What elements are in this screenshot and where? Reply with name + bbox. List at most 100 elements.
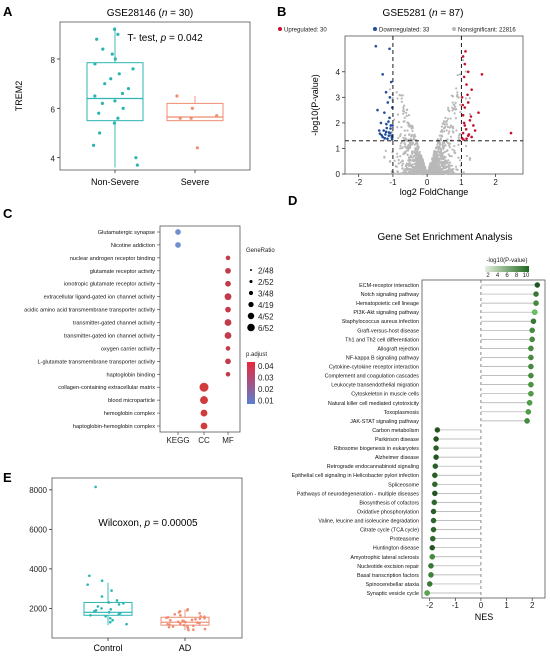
enrichment-dot [225,346,231,351]
generatio-legend-label: 4/19 [258,301,274,310]
data-point [131,67,135,71]
lollipop-dot [430,535,436,542]
lollipop-dot [432,490,438,497]
lollipop-dot [432,472,438,478]
nonsig-point [407,167,410,170]
nonsig-point [454,172,458,175]
nonsig-point [396,152,399,155]
nonsig-point [435,157,439,160]
data-point [179,613,182,617]
nonsig-point [464,144,468,148]
panel-label-b: B [277,4,286,19]
enrichment-dot [199,382,209,392]
nonsig-point [456,93,459,96]
panel-d-legend-tick: 8 [515,273,519,279]
nonsig-point [396,97,399,100]
nonsig-point [411,156,414,159]
nonsig-point [401,94,404,97]
panel-b-legend: Upregulated: 30 Downregulated: 33 Nonsigni… [278,27,516,34]
nonsig-point [388,88,391,91]
nonsig-point [419,171,422,174]
pathway-label: Synaptic vesicle cycle [367,591,419,597]
box-body [83,601,133,616]
down-point [390,138,394,141]
generatio-legend-title: GeneRatio [246,248,275,254]
generatio-legend-dot [247,312,255,320]
pathway-label: Carbon metabolism [372,428,419,434]
go-term-label: acidic amino acid transmembrane transpor… [24,308,155,314]
data-point [111,618,114,622]
nonsig-point [407,159,410,162]
nonsig-point [399,134,402,138]
nonsig-point [399,133,402,136]
go-term-label: haptoglobin binding [106,372,155,378]
panel-d-colorbar [485,266,529,272]
go-term-label: transmitter-gated channel activity [73,321,155,327]
enrichment-dot [225,280,231,287]
nonsig-point [431,157,434,160]
up-point [461,55,465,58]
pathway-label: Nucleotide excision repair [357,564,419,570]
enrichment-dot [225,267,231,274]
nonsig-point [440,135,443,138]
panel-label-e: E [3,470,12,485]
pathway-label: NF-kappa B signaling pathway [346,355,419,361]
nonsig-point [399,161,402,164]
lollipop-dot [528,345,534,352]
nonsig-point [404,164,407,168]
down-point [384,133,387,136]
nonsig-point [404,138,407,141]
panel-d-xlabel: NES [475,612,494,622]
lollipop-dot [524,418,530,424]
nonsig-point [459,159,462,162]
nonsig-point [439,138,442,142]
down-point [391,124,394,127]
data-point [107,601,111,604]
down-point [390,134,393,137]
lollipop-dot [528,363,534,370]
data-point [190,106,194,110]
go-term-label: haptoglobin-hemoglobin complex [73,424,155,430]
nonsig-point [421,163,424,166]
legend-swatch [278,27,282,31]
panel-b-ytick-label: 4 [336,68,341,77]
nonsig-point [434,172,437,175]
data-point [186,626,190,630]
nonsig-point [447,132,450,135]
nonsig-point [400,146,404,150]
data-point [89,613,92,617]
nonsig-point [403,145,406,148]
data-point [199,614,202,618]
down-point [385,122,388,126]
nonsig-point [440,128,443,132]
data-point [135,163,139,167]
down-point [388,96,392,99]
up-point [461,131,465,135]
nonsig-point [402,112,405,115]
nonsig-point [393,172,396,175]
nonsig-point [449,124,453,127]
generatio-legend-label: 3/48 [258,290,274,299]
nonsig-point [400,97,403,100]
data-point [112,27,117,31]
nonsig-point [391,96,394,100]
data-point [117,603,121,606]
nonsig-point [404,143,407,146]
panel-a-ytick-label: 4 [51,155,56,164]
nonsig-point [406,129,409,132]
data-point [190,618,194,622]
nonsig-point [452,107,455,111]
pathway-label: Spliceosome [388,482,419,488]
data-point [198,621,201,625]
nonsig-point [438,134,441,137]
nonsig-point [453,149,456,152]
lollipop-dot [528,354,534,361]
nonsig-point [398,93,401,97]
nonsig-point [432,167,435,170]
nonsig-point [448,130,451,133]
nonsig-point [445,121,448,124]
nonsig-point [405,114,408,118]
nonsig-point [403,172,406,175]
down-point [386,101,390,104]
